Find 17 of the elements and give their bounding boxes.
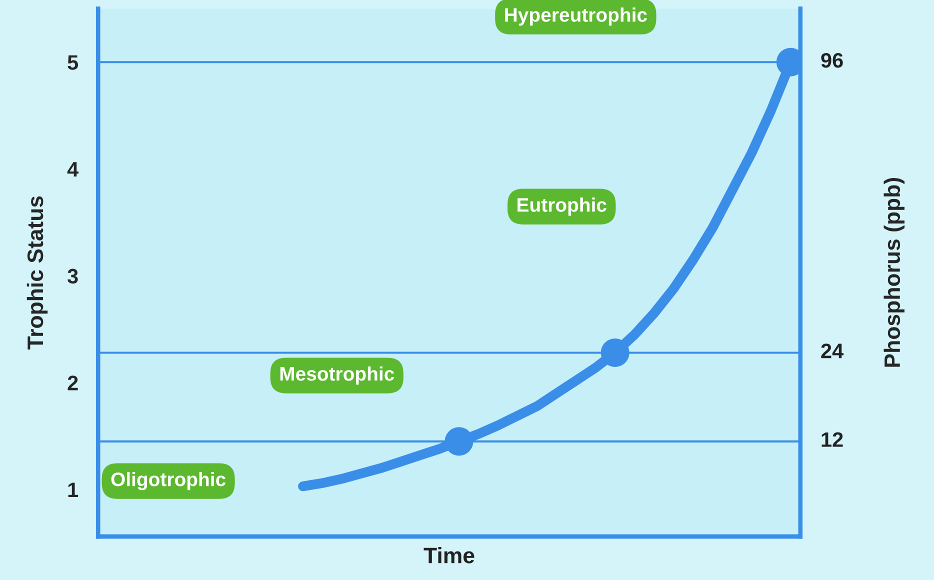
y-tick-label: 3 [68,268,78,284]
y-tick-label: 1 [68,482,78,498]
y-axis-title: Trophic Status [26,196,48,350]
y-tick-label: 2 [68,376,78,390]
annotation: Mesotrophic [280,366,394,385]
annotation: Oligotrophic [111,472,226,490]
text: 12 [822,432,843,447]
y-tick-label: 5 [68,55,78,70]
annotation: Eutrophic [518,198,606,216]
x-axis-title: Time [424,547,474,564]
point [600,338,630,367]
y-tick-label: 4 [67,162,79,177]
text: 96 [821,52,843,68]
annotation: Hypereutrophic [505,8,647,26]
y2-axis-title: Phosphorus (ppb) [884,178,904,367]
text: 24 [821,344,844,358]
point [444,427,474,456]
